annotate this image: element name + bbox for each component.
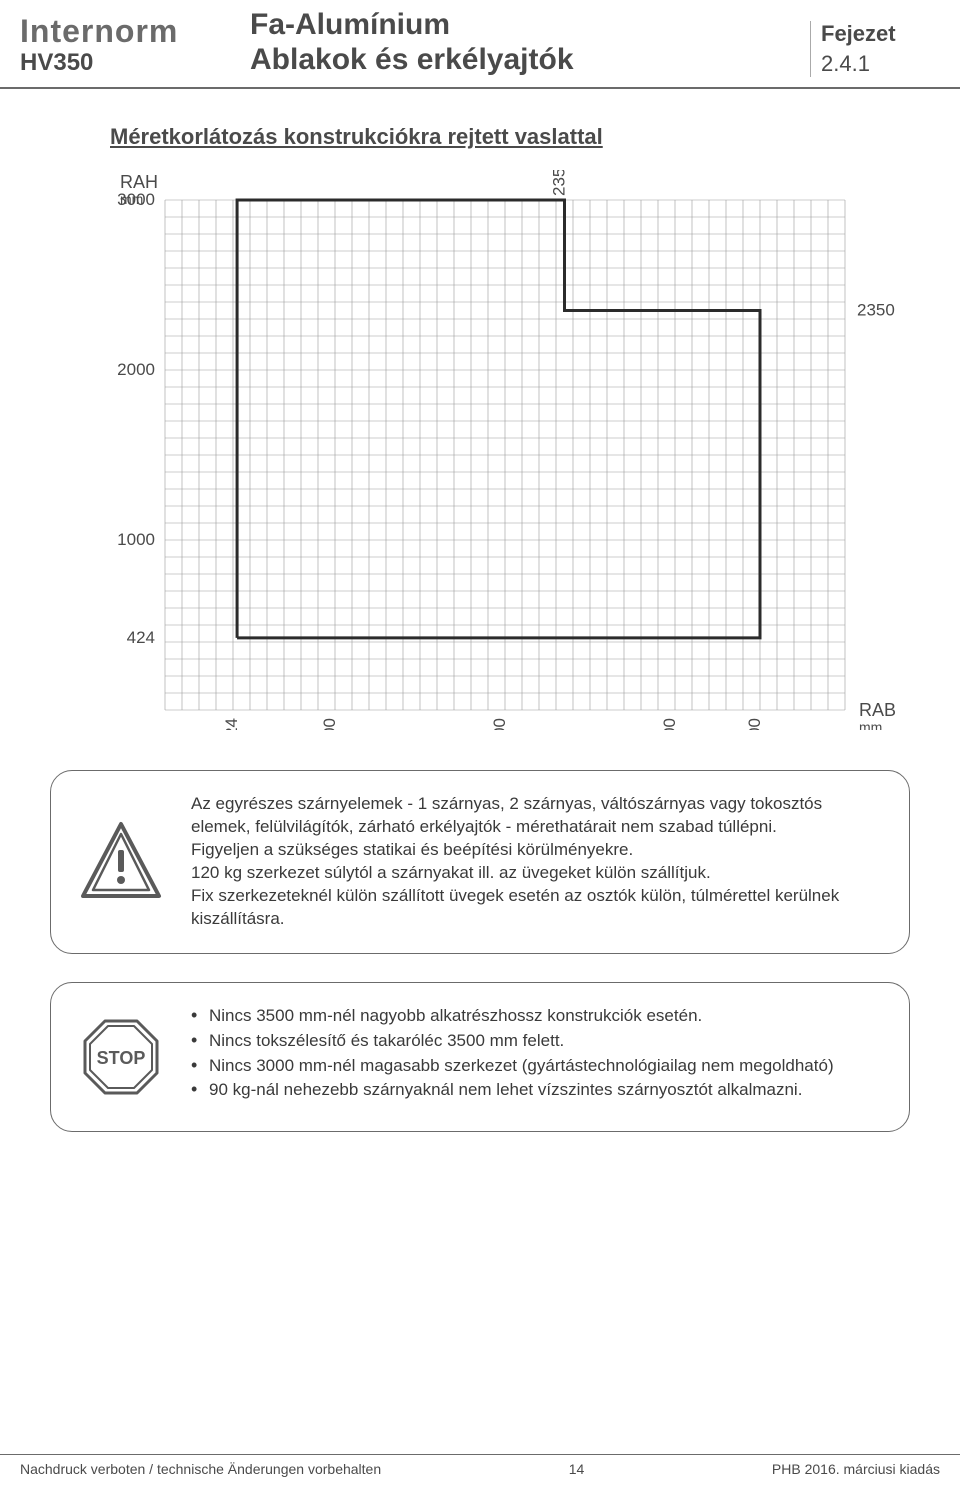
svg-text:RAB: RAB — [859, 700, 896, 720]
header-title: Fa-Alumínium Ablakok és erkélyajtók — [250, 8, 780, 77]
warning-line: Fix szerkezeteknél külön szállított üveg… — [191, 885, 881, 931]
stop-sign-icon: STOP — [79, 1015, 163, 1099]
size-limit-chart: RAHmm424100020003000RABmm100020003000350… — [100, 170, 900, 730]
chapter-number: 2.4.1 — [821, 51, 940, 77]
svg-text:1000: 1000 — [320, 718, 339, 730]
page-footer: Nachdruck verboten / technische Änderung… — [0, 1454, 960, 1477]
svg-text:3500: 3500 — [745, 718, 764, 730]
header-chapter: Fejezet 2.4.1 — [810, 21, 940, 77]
section-title: Méretkorlátozás konstrukciókra rejtett v… — [110, 124, 960, 150]
svg-text:mm: mm — [859, 719, 882, 730]
stop-item: Nincs 3000 mm-nél magasabb szerkezet (gy… — [191, 1055, 881, 1078]
header-left: Internorm HV350 — [20, 15, 220, 77]
warning-text: Az egyrészes szárnyelemek - 1 szárnyas, … — [191, 793, 881, 931]
svg-text:424: 424 — [222, 718, 241, 730]
svg-text:2000: 2000 — [490, 718, 509, 730]
svg-text:RAH: RAH — [120, 172, 158, 192]
footer-right: PHB 2016. márciusi kiadás — [772, 1461, 940, 1477]
stop-box: STOP Nincs 3500 mm-nél nagyobb alkatrész… — [50, 982, 910, 1132]
page-header: Internorm HV350 Fa-Alumínium Ablakok és … — [0, 0, 960, 89]
footer-left: Nachdruck verboten / technische Änderung… — [20, 1461, 381, 1477]
footer-page-number: 14 — [569, 1461, 585, 1477]
stop-item: Nincs 3500 mm-nél nagyobb alkatrészhossz… — [191, 1005, 881, 1028]
svg-text:2350: 2350 — [857, 301, 895, 320]
stop-icon-label: STOP — [97, 1048, 146, 1068]
svg-text:2350: 2350 — [550, 170, 569, 196]
stop-item: Nincs tokszélesítő és takaróléc 3500 mm … — [191, 1030, 881, 1053]
warning-box: Az egyrészes szárnyelemek - 1 szárnyas, … — [50, 770, 910, 954]
stop-list: Nincs 3500 mm-nél nagyobb alkatrészhossz… — [191, 1005, 881, 1103]
warning-line: Figyeljen a szükséges statikai és beépít… — [191, 839, 881, 862]
warning-triangle-icon — [79, 820, 163, 904]
title-line-1: Fa-Alumínium — [250, 8, 780, 43]
svg-text:3000: 3000 — [660, 718, 679, 730]
chart-svg: RAHmm424100020003000RABmm100020003000350… — [100, 170, 900, 730]
model-code: HV350 — [20, 49, 220, 77]
warning-line: 120 kg szerkezet súlytól a szárnyakat il… — [191, 862, 881, 885]
warning-line: Az egyrészes szárnyelemek - 1 szárnyas, … — [191, 793, 881, 839]
svg-text:1000: 1000 — [117, 530, 155, 549]
svg-text:424: 424 — [127, 628, 155, 647]
brand-name: Internorm — [20, 15, 220, 47]
stop-item: 90 kg-nál nehezebb szárnyaknál nem lehet… — [191, 1079, 881, 1102]
chapter-label: Fejezet — [821, 21, 940, 47]
svg-text:3000: 3000 — [117, 190, 155, 209]
svg-text:2000: 2000 — [117, 360, 155, 379]
title-line-2: Ablakok és erkélyajtók — [250, 43, 780, 78]
notes-section: Az egyrészes szárnyelemek - 1 szárnyas, … — [50, 770, 910, 1132]
